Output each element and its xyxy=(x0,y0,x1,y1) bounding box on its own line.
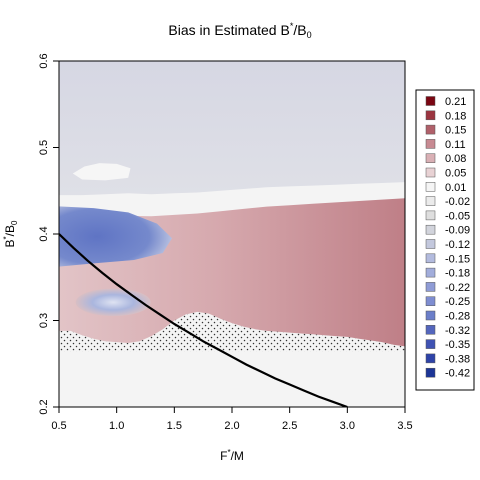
y-tick-label: 0.5 xyxy=(38,140,50,155)
legend-box xyxy=(415,89,475,391)
plot-area xyxy=(59,61,405,407)
y-axis: 0.2 0.3 0.4 0.5 0.6 xyxy=(38,53,59,415)
x-tick-label: 2.0 xyxy=(224,420,239,432)
x-tick-label: 3.5 xyxy=(397,420,412,432)
x-tick-label: 1.5 xyxy=(167,420,182,432)
legend-label: 0.21 xyxy=(445,96,466,108)
neutral-blob xyxy=(72,163,131,181)
legend-label: 0.11 xyxy=(445,139,466,151)
legend-label: -0.35 xyxy=(445,339,470,351)
legend-swatch xyxy=(425,310,436,321)
light-negative-bias-blob xyxy=(75,288,151,317)
y-tick-label: 0.6 xyxy=(38,53,50,68)
chart-title: Bias in Estimated B*/B0 xyxy=(168,21,311,40)
x-tick-label: 3.0 xyxy=(340,420,355,432)
legend-swatch xyxy=(425,367,436,378)
legend-label: -0.09 xyxy=(445,225,470,237)
legend-swatch xyxy=(425,196,436,206)
legend-swatch xyxy=(425,282,436,292)
legend-swatch xyxy=(425,96,436,106)
y-tick-label: 0.2 xyxy=(38,399,50,414)
legend-label: -0.22 xyxy=(445,282,470,294)
legend-label: 0.01 xyxy=(445,182,466,194)
legend-swatch xyxy=(425,353,436,364)
legend-label: 0.05 xyxy=(445,168,466,180)
legend-label: 0.15 xyxy=(445,125,466,137)
legend-swatch xyxy=(425,124,436,135)
legend-swatch xyxy=(425,182,436,192)
x-axis-title: F*/M xyxy=(220,448,244,463)
legend-label: -0.05 xyxy=(445,210,470,222)
legend-swatch xyxy=(425,267,436,278)
legend-label: 0.18 xyxy=(445,110,466,122)
legend-swatch xyxy=(425,139,436,149)
legend-label: -0.42 xyxy=(445,368,470,380)
legend-label: -0.28 xyxy=(445,311,470,323)
x-tick-label: 2.5 xyxy=(282,420,297,432)
reference-curve xyxy=(59,233,348,407)
legend-label: -0.25 xyxy=(445,296,470,308)
legend-label: -0.02 xyxy=(445,196,470,208)
legend-swatch xyxy=(425,153,436,163)
legend-swatch xyxy=(425,210,436,221)
legend-label: -0.12 xyxy=(445,239,470,251)
legend-swatch xyxy=(425,167,436,178)
legend: 0.21 0.18 0.15 0.11 0.08 0.05 0.01 -0.02 -0.05 -0… xyxy=(415,89,475,391)
y-tick-label: 0.4 xyxy=(38,226,50,241)
legend-swatch xyxy=(425,224,436,235)
x-tick-label: 0.5 xyxy=(51,420,66,432)
legend-swatch xyxy=(425,325,436,335)
legend-label: -0.38 xyxy=(445,353,470,365)
legend-swatch xyxy=(425,296,436,306)
y-axis-title: B*/B0 xyxy=(2,220,19,247)
legend-label: 0.08 xyxy=(445,153,466,165)
x-axis: 0.5 1.0 1.5 2.0 2.5 3.0 3.5 xyxy=(51,407,413,432)
legend-label: -0.15 xyxy=(445,253,470,265)
legend-swatch xyxy=(425,253,436,264)
legend-swatch xyxy=(425,339,436,349)
dotted-region xyxy=(59,311,405,352)
legend-swatch xyxy=(425,239,436,249)
legend-swatch xyxy=(425,110,436,121)
negative-bias-region xyxy=(59,206,172,267)
legend-label: -0.18 xyxy=(445,268,470,280)
y-tick-label: 0.3 xyxy=(38,313,50,328)
x-tick-label: 1.0 xyxy=(109,420,124,432)
legend-label: -0.32 xyxy=(445,325,470,337)
